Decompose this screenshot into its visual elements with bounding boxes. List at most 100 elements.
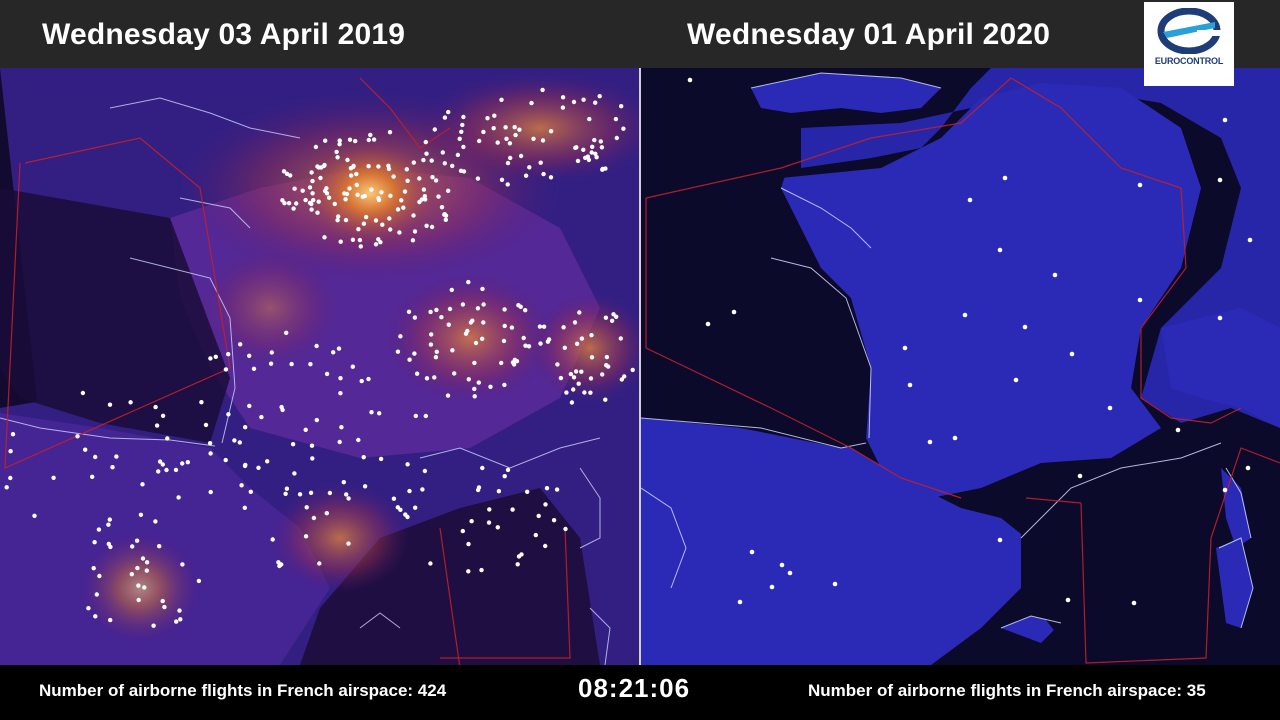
- flight-dot: [338, 376, 343, 381]
- flight-dot: [165, 436, 170, 441]
- flight-dot: [492, 113, 497, 118]
- flight-dot: [376, 164, 381, 169]
- flight-dot: [107, 517, 113, 522]
- flight-dot: [508, 155, 513, 161]
- flight-dot: [516, 554, 522, 559]
- flight-dot: [538, 341, 543, 346]
- flight-dot: [479, 567, 484, 573]
- flight-dot: [242, 463, 248, 469]
- flight-dot: [180, 461, 185, 466]
- flight-dot: [470, 318, 475, 323]
- flight-dot: [452, 371, 457, 376]
- flight-dot: [480, 465, 485, 471]
- flight-dot: [376, 195, 381, 201]
- flight-dot: [589, 355, 595, 360]
- flight-dot: [433, 178, 439, 183]
- flight-dot: [208, 356, 213, 361]
- flight-count-2020: Number of airborne flights in French air…: [808, 681, 1206, 700]
- flight-dot: [351, 163, 356, 169]
- flight-dot: [355, 192, 360, 197]
- flight-dot: [265, 459, 270, 464]
- flight-dot: [460, 302, 466, 307]
- flight-dot: [997, 537, 1003, 543]
- flight-dot: [523, 308, 528, 313]
- flight-dot: [413, 413, 418, 419]
- flight-dot: [1002, 175, 1008, 181]
- flight-dot: [576, 381, 581, 386]
- flight-dot: [558, 375, 564, 381]
- flight-dot: [907, 382, 913, 388]
- flight-dot: [630, 367, 635, 373]
- flight-dot: [136, 597, 141, 603]
- flight-dot: [270, 537, 275, 542]
- flight-dot: [226, 352, 231, 357]
- flight-dot: [787, 570, 793, 576]
- flight-dot: [460, 122, 465, 128]
- flight-dot: [613, 116, 619, 122]
- flight-dot: [140, 556, 146, 561]
- flight-dot: [568, 371, 574, 377]
- flight-dot: [521, 335, 526, 341]
- flight-dot: [366, 137, 371, 143]
- flight-dot: [442, 161, 447, 166]
- flight-dot: [545, 339, 551, 344]
- flight-dot: [571, 387, 576, 392]
- flight-dot: [94, 592, 100, 597]
- flight-dot: [544, 486, 550, 491]
- flight-dot: [164, 467, 169, 473]
- flight-dot: [614, 314, 619, 319]
- flight-dot: [442, 212, 447, 217]
- flight-dot: [579, 369, 584, 374]
- flight-dot: [280, 407, 285, 413]
- flight-dot: [336, 214, 341, 219]
- flight-dot: [445, 393, 451, 398]
- flight-dot: [358, 244, 363, 249]
- flight-dot: [503, 125, 508, 130]
- flight-dot: [142, 585, 147, 590]
- flight-dot: [318, 175, 323, 181]
- flight-dot: [395, 207, 401, 212]
- flight-dot: [97, 573, 102, 579]
- flight-dot: [308, 490, 314, 495]
- flight-dot: [619, 104, 624, 109]
- flight-dot: [379, 190, 384, 195]
- map-2019: [0, 68, 639, 665]
- flight-dot: [536, 513, 541, 519]
- flight-dot: [289, 361, 294, 367]
- flight-dot: [513, 132, 518, 138]
- flight-dot: [687, 77, 693, 83]
- flight-dot: [548, 175, 554, 180]
- flight-dot: [405, 462, 410, 467]
- flight-dot: [369, 187, 374, 192]
- flight-dot: [405, 514, 410, 520]
- flight-dot: [407, 357, 412, 362]
- flight-dot: [173, 467, 179, 473]
- flight-dot: [226, 412, 231, 417]
- flight-dot: [585, 154, 591, 159]
- flight-dot: [577, 310, 582, 315]
- flight-dot: [317, 561, 322, 566]
- flight-dot: [414, 371, 420, 376]
- flight-dot: [368, 132, 373, 138]
- flight-dot: [571, 375, 577, 380]
- flight-dot: [495, 525, 500, 530]
- flight-dot: [491, 126, 496, 131]
- flight-dot: [314, 343, 319, 349]
- flight-dot: [423, 197, 428, 202]
- flight-dot: [350, 237, 356, 242]
- flight-dot: [457, 136, 462, 141]
- flight-dot: [1217, 315, 1223, 321]
- flight-dot: [208, 489, 213, 495]
- flight-dot: [280, 198, 285, 203]
- flight-dot: [335, 155, 340, 160]
- flight-dot: [397, 230, 402, 235]
- flight-dot: [593, 100, 598, 105]
- flight-dot: [574, 341, 580, 346]
- flight-dot: [10, 432, 16, 437]
- eurocontrol-logo: EUROCONTROL: [1144, 2, 1234, 86]
- flight-dot: [481, 320, 486, 325]
- flight-dot: [336, 346, 342, 351]
- flight-dot: [129, 572, 134, 577]
- flight-dot: [582, 390, 587, 395]
- flight-dot: [424, 376, 430, 381]
